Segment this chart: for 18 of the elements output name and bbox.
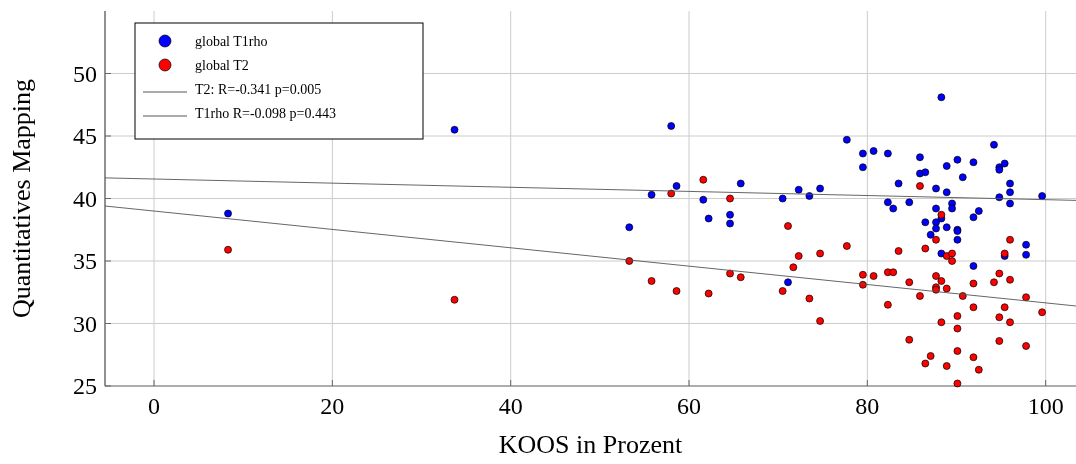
legend-label: T2: R=-0.341 p=0.005	[195, 81, 322, 97]
y-tick-label: 25	[73, 373, 97, 400]
y-tick-label: 45	[73, 123, 97, 150]
legend-label: global T1rho	[195, 33, 268, 49]
x-tick-label: 20	[320, 393, 345, 419]
y-tick-label: 40	[73, 185, 97, 212]
y-axis-title: Quantitatives Mapping	[7, 78, 36, 319]
x-tick-label: 40	[498, 393, 523, 419]
y-tick-label: 50	[73, 60, 97, 87]
x-axis-title: KOOS in Prozent	[498, 430, 683, 459]
x-tick-label: 0	[148, 393, 161, 419]
y-tick-label: 30	[73, 310, 97, 337]
x-tick-label: 100	[1027, 393, 1064, 419]
legend-label: global T2	[195, 57, 249, 73]
x-tick-label: 80	[855, 393, 880, 419]
y-tick-label: 35	[73, 248, 97, 275]
legend-label: T1rho R=-0.098 p=0.443	[195, 105, 337, 121]
x-tick-label: 60	[677, 393, 702, 419]
